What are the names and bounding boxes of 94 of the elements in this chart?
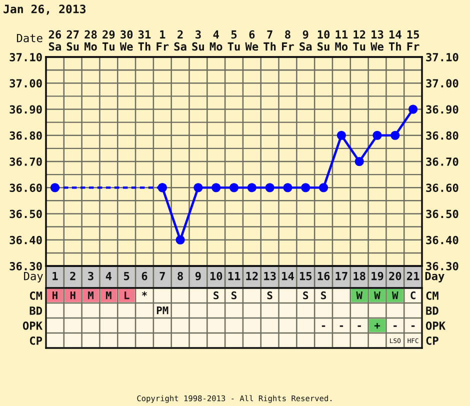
category-label: BD <box>30 306 42 315</box>
x2-tick-label: 1 Fr <box>156 30 169 51</box>
text: S <box>303 291 308 300</box>
text: S <box>267 291 272 300</box>
text: + <box>374 323 380 329</box>
x-tick-label: 21 <box>406 272 420 280</box>
x2-tick-label: 14 Th <box>388 30 402 51</box>
y-tick-label: 37.10 <box>10 52 42 62</box>
text: - <box>340 325 344 327</box>
x2-tick-label: 27 Su <box>66 30 79 51</box>
text: S <box>214 291 219 300</box>
y2-tick-label: 36.60 <box>426 184 458 192</box>
category-label: CM <box>426 291 438 300</box>
x-tick-label: 13 <box>264 272 276 280</box>
category-label: OPK <box>22 321 42 330</box>
y2-tick-label: 37.00 <box>426 79 458 88</box>
y-tick-label: 36.40 <box>10 236 42 244</box>
text: C <box>410 291 416 300</box>
x2-tick-label: 12 Tu <box>353 30 366 51</box>
x-tick-label: 19 <box>372 272 384 280</box>
x-tick-label: 11 <box>228 272 240 280</box>
chart-title: Jan 26, 2013 <box>4 4 86 15</box>
x-tick-label: 15 <box>300 272 312 280</box>
x2-tick-label: 10 Su <box>318 30 330 51</box>
y-tick-label: 36.30 <box>10 262 42 270</box>
category-label: BD <box>426 306 438 315</box>
y-tick-label: 36.60 <box>10 184 42 192</box>
x-tick-label: 5 <box>124 272 130 280</box>
text: - <box>358 325 361 327</box>
x-tick-label: 3 <box>88 272 94 280</box>
x-tick-label: 9 <box>195 272 201 280</box>
x2-tick-label: 29 Tu <box>102 30 115 51</box>
y2-tick-label: 36.80 <box>426 131 458 140</box>
x-tick-label: 6 <box>142 272 148 280</box>
text: W <box>392 292 398 300</box>
x2-tick-label: 15 Fr <box>407 30 420 51</box>
text: W <box>356 292 362 300</box>
y2-tick-label: 36.40 <box>426 236 458 244</box>
x-tick-label: 8 <box>178 272 183 280</box>
x-tick-label: 4 <box>106 272 112 280</box>
x2-tick-label: 26 Sa <box>48 30 62 51</box>
x-tick-label: 20 <box>389 272 402 280</box>
y2-tick-label: 37.10 <box>426 52 458 62</box>
text: - <box>394 325 397 327</box>
text: * <box>142 291 147 296</box>
x2-tick-label: 8 Fr <box>282 30 294 51</box>
x-tick-label: 7 <box>160 272 165 280</box>
text: PM <box>156 306 168 314</box>
text: H <box>52 292 58 300</box>
y-tick-label: 37.00 <box>10 79 42 88</box>
x-tick-label: 2 <box>70 272 76 280</box>
x2-tick-label: 7 Th <box>264 30 276 51</box>
x2-tick-label: 3 Su <box>192 30 204 51</box>
x2-tick-label: 5 Tu <box>228 30 240 51</box>
x2-axis-title: Date <box>16 34 42 42</box>
y-tick-label: 36.70 <box>10 157 42 166</box>
x-tick-label: 17 <box>336 272 348 280</box>
y2-tick-label: 36.30 <box>426 262 458 270</box>
text: Day <box>425 272 444 282</box>
x2-tick-label: 6 We <box>245 30 258 51</box>
x2-tick-label: 28 Mo <box>84 30 97 51</box>
x-tick-label: 12 <box>246 272 258 280</box>
x-tick-label: 14 <box>282 272 294 280</box>
y-tick-label: 36.90 <box>10 105 42 114</box>
text: M <box>106 292 112 300</box>
text: W <box>374 292 380 300</box>
x-tick-label: 16 <box>318 272 330 280</box>
text: H <box>70 292 76 300</box>
category-label: CM <box>30 291 42 300</box>
category-label: CP <box>426 336 438 345</box>
text: S <box>321 291 326 300</box>
x-tick-label: 1 <box>52 272 58 280</box>
y-tick-label: 36.80 <box>10 131 42 140</box>
x2-tick-label: 13 We <box>370 30 384 51</box>
y2-tick-label: 36.90 <box>426 105 458 114</box>
x-axis-title: Day <box>24 272 43 282</box>
x2-tick-label: 30 We <box>120 30 133 51</box>
text: L <box>124 292 130 300</box>
x2-tick-label: 2 Sa <box>174 30 186 51</box>
x2-tick-label: 31 Th <box>138 30 151 51</box>
text: M <box>88 292 94 300</box>
text: - <box>322 325 326 327</box>
text: S <box>232 291 237 300</box>
category-label: OPK <box>426 321 446 330</box>
y-tick-label: 36.50 <box>10 210 42 218</box>
x2-tick-label: 9 Sa <box>300 30 312 51</box>
y2-tick-label: 36.70 <box>426 157 458 166</box>
x-tick-label: 10 <box>210 272 222 280</box>
x-tick-label: 18 <box>354 272 366 280</box>
y2-tick-label: 36.50 <box>426 210 458 218</box>
category-label: CP <box>30 336 42 345</box>
x2-tick-label: 11 Mo <box>335 30 348 51</box>
text: - <box>411 325 415 327</box>
x2-tick-label: 4 Mo <box>210 30 222 51</box>
